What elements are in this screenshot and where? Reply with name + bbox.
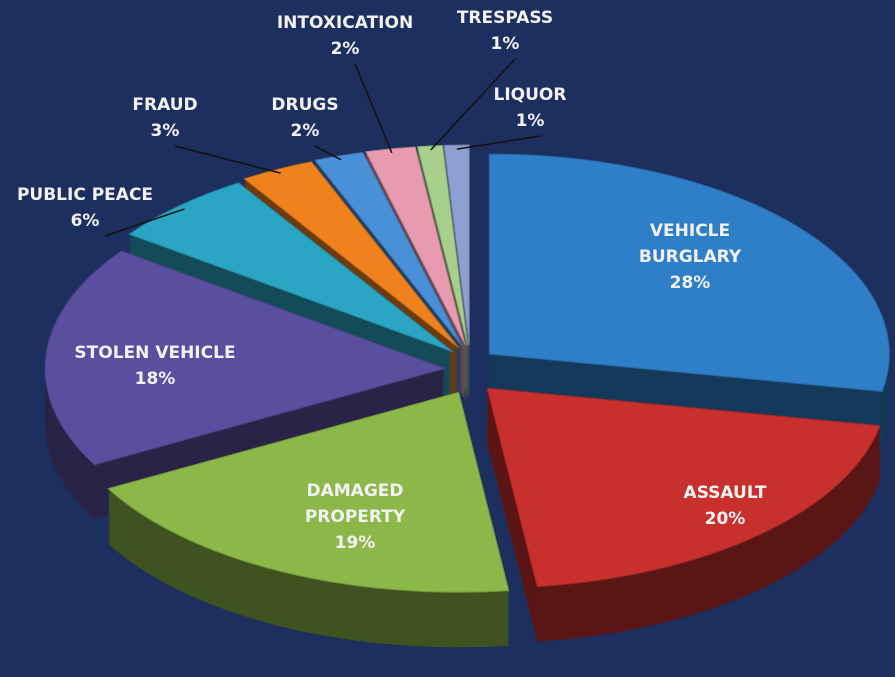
category-label: STOLEN VEHICLE — [74, 343, 236, 363]
slice-label: INTOXICATION 2% — [277, 10, 413, 62]
slice — [488, 153, 890, 393]
slice-label: STOLEN VEHICLE 18% — [74, 340, 235, 392]
slice-label: LIQUOR 1% — [494, 82, 567, 134]
value-label: 2% — [330, 39, 360, 59]
value-label: 28% — [669, 273, 711, 293]
leader-line — [174, 145, 281, 174]
category-label: PUBLIC PEACE — [16, 185, 154, 205]
value-label: 6% — [70, 211, 100, 231]
category-label: DAMAGED PROPERTY — [304, 481, 406, 527]
category-label: DRUGS — [271, 95, 339, 115]
value-label: 20% — [704, 509, 746, 529]
leader-line — [430, 58, 516, 151]
slice-label: VEHICLE BURGLARY 28% — [630, 218, 750, 296]
category-label: TRESPASS — [456, 8, 554, 28]
slice — [314, 151, 463, 347]
slice — [107, 391, 510, 593]
slice — [128, 182, 454, 353]
slice — [243, 161, 460, 349]
slice — [44, 250, 447, 466]
slice-label: ASSAULT 20% — [684, 480, 767, 532]
slice-side — [417, 150, 468, 351]
slice-label: FRAUD 3% — [132, 92, 197, 144]
category-label: FRAUD — [132, 95, 198, 115]
category-label: VEHICLE BURGLARY — [638, 221, 742, 267]
leader-line — [354, 63, 393, 154]
slice-label: DRUGS 2% — [271, 92, 338, 144]
slice-side — [417, 148, 468, 349]
value-label: 19% — [334, 533, 376, 553]
value-label: 2% — [290, 121, 320, 141]
slice — [443, 144, 470, 346]
leader-line — [456, 135, 541, 150]
category-label: INTOXICATION — [276, 13, 414, 33]
slice-label: TRESPASS 1% — [457, 5, 553, 57]
category-label: LIQUOR — [493, 85, 567, 105]
leader-line — [314, 145, 342, 161]
slice — [486, 387, 881, 588]
slice-label: DAMAGED PROPERTY 19% — [290, 478, 420, 556]
leader-line — [104, 208, 185, 237]
category-label: ASSAULT — [683, 483, 767, 503]
slice — [416, 144, 469, 346]
value-label: 18% — [134, 369, 176, 389]
value-label: 3% — [150, 121, 180, 141]
value-label: 1% — [490, 34, 520, 54]
slice-label: PUBLIC PEACE 6% — [17, 182, 153, 234]
slice-side — [417, 152, 468, 353]
value-label: 1% — [515, 111, 545, 131]
